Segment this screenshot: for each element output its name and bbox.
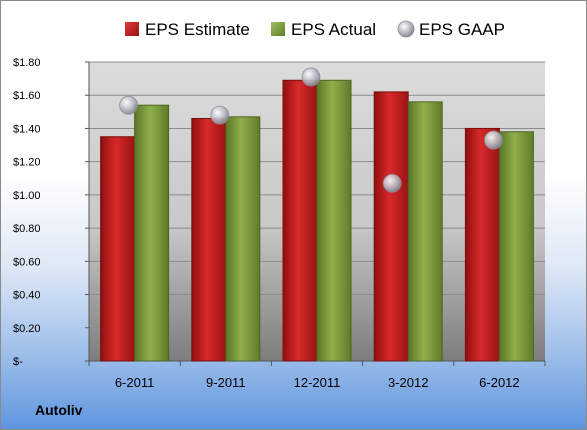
bar-eps-estimate (191, 117, 227, 362)
y-tick-label: $- (13, 356, 23, 368)
y-tick-label: $0.60 (13, 256, 41, 268)
bar-eps-estimate (464, 127, 500, 362)
y-tick-label: $1.80 (13, 57, 41, 69)
x-tick-label: 9-2011 (206, 375, 246, 390)
x-tick-label: 3-2012 (388, 375, 428, 390)
bar-eps-actual (316, 79, 352, 362)
y-tick-label: $1.60 (13, 90, 41, 102)
bar-eps-estimate (100, 136, 136, 362)
legend-label: EPS Actual (291, 20, 376, 39)
y-tick-label: $0.80 (13, 223, 41, 235)
legend-eps-actual: EPS Actual (271, 20, 376, 39)
y-tick-label: $1.20 (13, 157, 41, 169)
legend-swatch (271, 22, 285, 36)
legend-eps-gaap: EPS GAAP (397, 20, 505, 39)
y-tick-label: $1.00 (13, 190, 41, 202)
legend-label: EPS Estimate (145, 20, 250, 39)
legend-swatch (397, 20, 415, 38)
legend-label: EPS GAAP (419, 20, 505, 39)
marker-eps-gaap (483, 130, 503, 150)
marker-eps-gaap (210, 105, 230, 125)
bar-eps-actual (225, 116, 261, 362)
y-tick-label: $0.20 (13, 323, 41, 335)
marker-eps-gaap (382, 173, 402, 193)
marker-eps-gaap (119, 95, 138, 115)
bar-eps-actual (498, 131, 534, 362)
company-label: Autoliv (35, 402, 83, 418)
y-tick-label: $0.40 (13, 290, 41, 302)
x-tick-label: 12-2011 (294, 375, 341, 390)
bar-eps-actual (134, 104, 170, 362)
y-tick-label: $1.40 (13, 123, 41, 135)
bar-eps-estimate (282, 79, 318, 362)
bar-eps-actual (407, 101, 443, 362)
bar-eps-estimate (373, 91, 409, 362)
x-tick-label: 6-2012 (479, 375, 519, 390)
legend-eps-estimate: EPS Estimate (125, 20, 250, 39)
x-tick-label: 6-2011 (115, 375, 155, 390)
marker-eps-gaap (301, 67, 321, 87)
legend-swatch (125, 22, 139, 36)
